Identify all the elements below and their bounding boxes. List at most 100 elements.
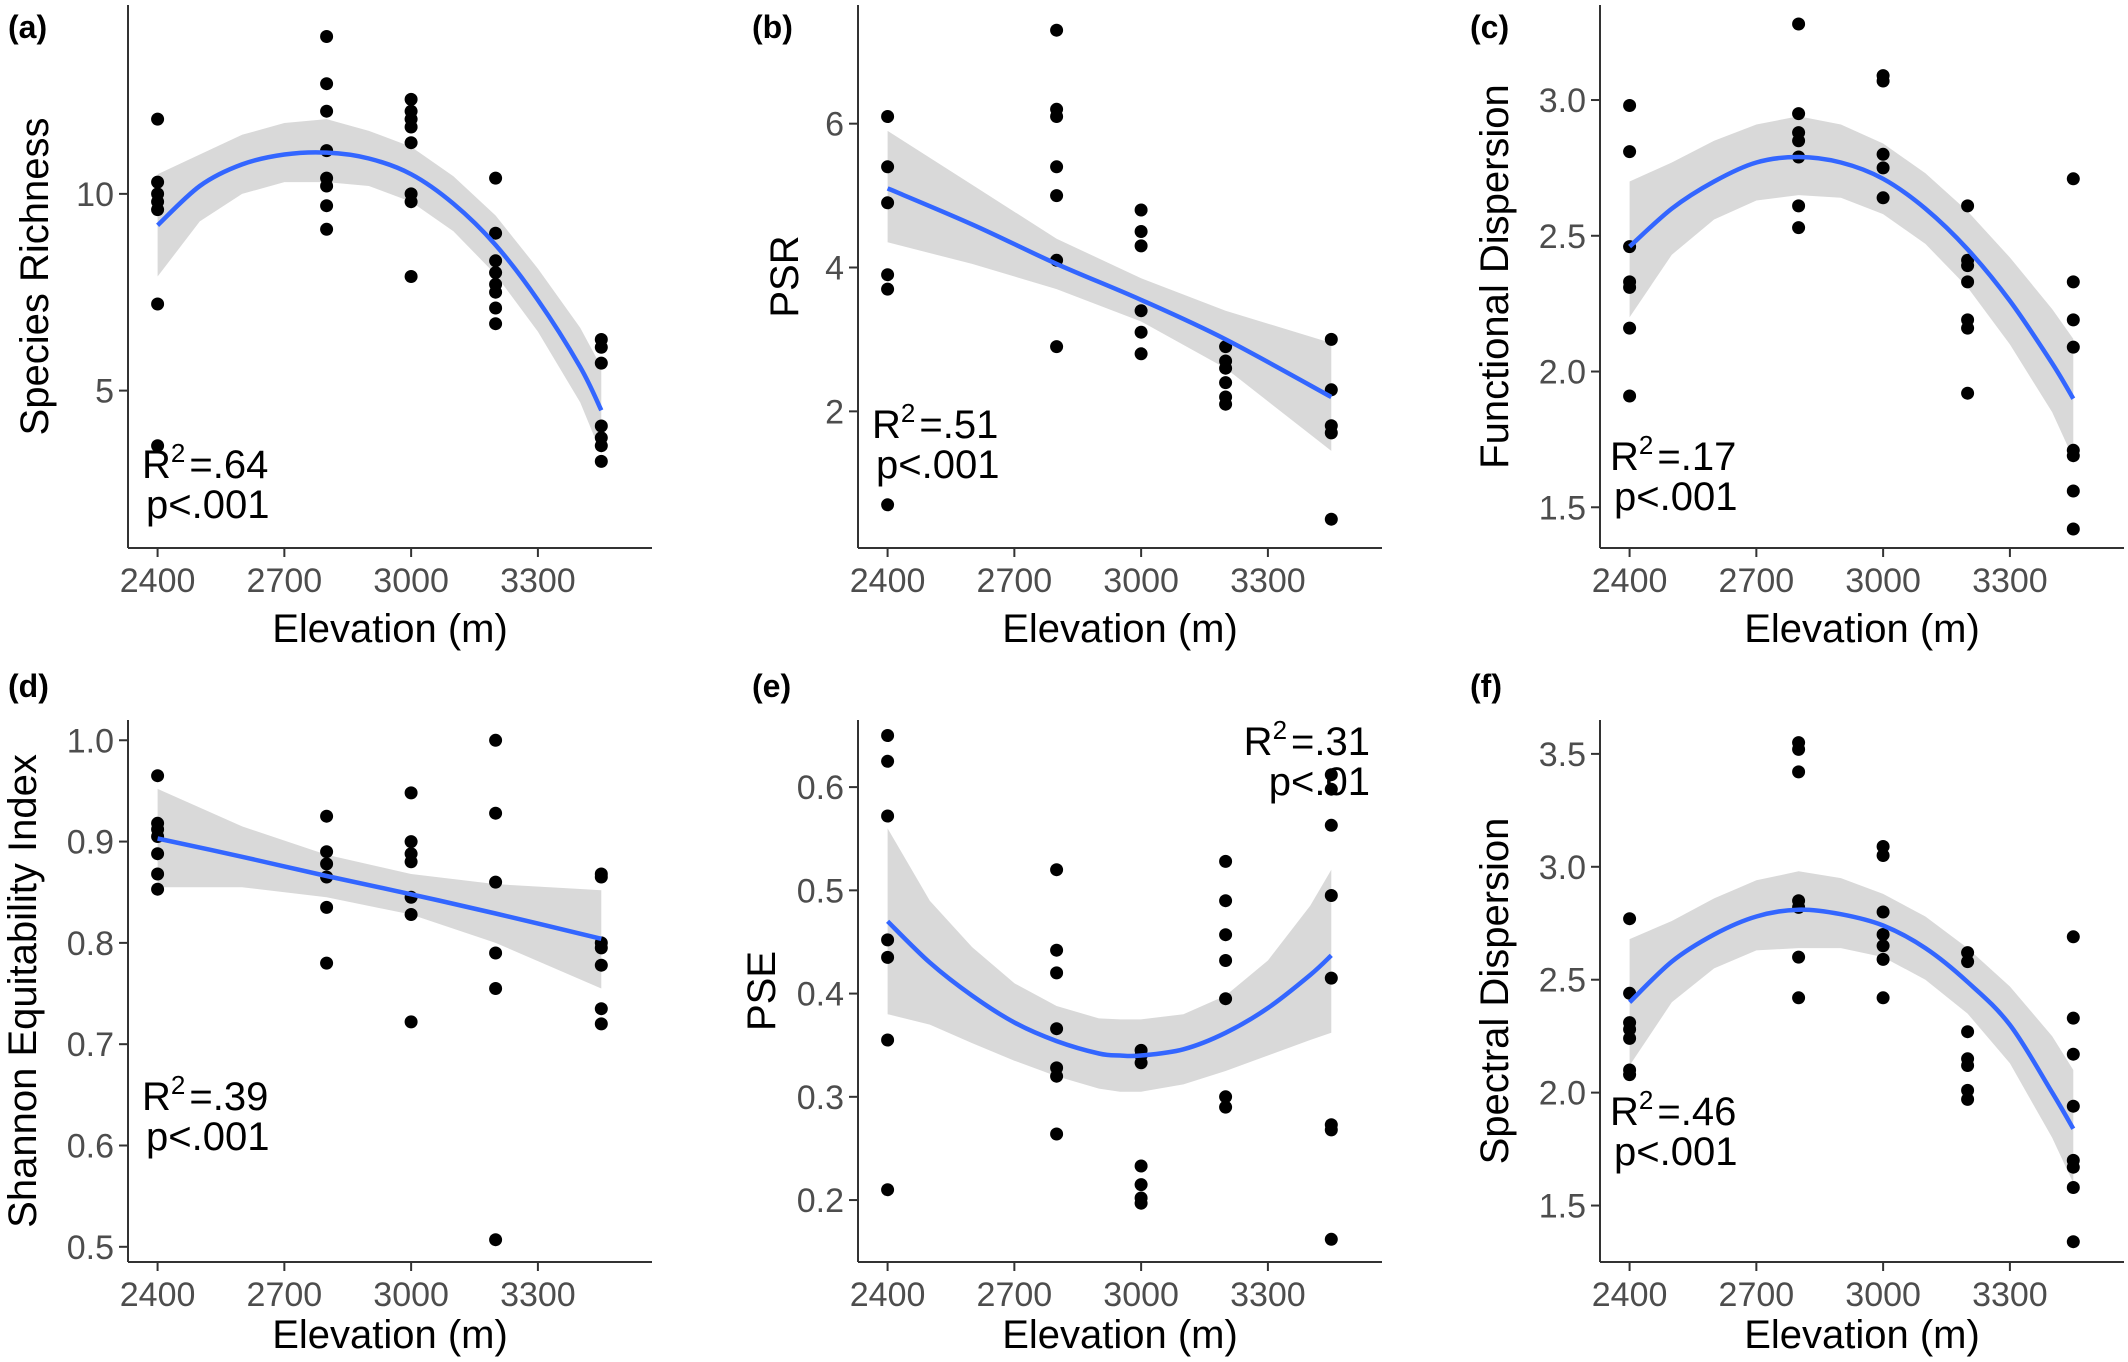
x-tick-label: 3000 [373,1276,449,1314]
panel-c: (c) 2400 2700 3000 3300 1.5 2.0 2.5 3.0 Elevation… [1470,5,2124,651]
data-point [594,439,608,453]
data-point [151,112,165,126]
y-tick-label: 0.3 [797,1079,844,1117]
data-point [1219,361,1233,375]
data-point [881,498,895,512]
y-tick-label: 2.5 [1539,962,1586,1000]
data-point [2066,1047,2080,1061]
data-point [1792,991,1806,1005]
data-point [1219,954,1233,967]
x-tick-label: 3300 [1230,1276,1306,1314]
panel-label: (f) [1470,668,1502,704]
data-point [1324,889,1338,902]
data-point [2066,1181,2080,1194]
data-point [1961,946,1975,960]
fit-line [157,836,602,941]
data-point [1050,1127,1064,1141]
p-value-label: p<.001 [1614,1130,1737,1174]
data-point [404,786,418,800]
p-value-label: p<.001 [1614,475,1737,519]
data-point [1324,768,1338,782]
data-point [1623,1031,1637,1045]
data-point [320,845,334,859]
data-point [1876,840,1890,853]
data-point [881,809,895,823]
x-tick-label: 2700 [247,1276,323,1314]
panel-label: (a) [8,9,47,45]
data-point [1219,397,1233,411]
data-point [1324,512,1338,526]
data-point [1961,1025,1975,1039]
data-point [404,136,418,150]
r-squared-label: R2 =.46 [1610,1085,1736,1134]
data-point [881,1183,895,1197]
data-point [1134,225,1148,238]
data-point [2066,275,2080,289]
r-squared-label: R2 =.39 [142,1070,268,1119]
x-tick-label: 2700 [1719,1276,1795,1314]
data-point [1792,950,1806,964]
fit-line [1628,154,2076,400]
data-point [1961,386,1975,400]
x-tick-label: 3000 [1845,1276,1921,1314]
data-point [1623,99,1637,112]
data-point [881,729,895,742]
data-point [881,110,895,123]
data-point [1792,221,1806,235]
y-tick-label: 0.6 [67,1127,114,1165]
y-tick-label: 0.5 [797,872,844,910]
data-point [1050,189,1064,203]
data-point [489,317,503,331]
data-point [594,941,608,955]
data-points [881,23,1338,526]
data-point [1623,912,1637,926]
data-point [1961,1083,1975,1097]
data-point [1134,239,1148,253]
x-axis-title: Elevation (m) [272,1313,508,1357]
data-point [1876,928,1890,941]
data-point [1050,160,1064,174]
panel-label: (b) [752,9,793,45]
panel-f: (f) 2400 2700 3000 3300 1.5 2.0 2.5 3.0 3.5 Elevat… [1470,668,2124,1357]
data-point [404,195,418,209]
x-axis-title: Elevation (m) [1002,607,1238,651]
y-tick-label: 2.0 [1539,1075,1586,1113]
data-point [404,270,418,283]
x-tick-label: 3300 [500,562,576,600]
y-tick-label: 3.5 [1539,736,1586,774]
data-point [1134,1178,1148,1192]
data-point [489,806,503,820]
panel-label: (c) [1470,9,1509,45]
x-axis-title: Elevation (m) [1744,1313,1980,1357]
x-tick-label: 2400 [120,562,196,600]
data-point [1324,971,1338,985]
data-point [1134,347,1148,361]
data-point [1219,894,1233,908]
data-point [404,1015,418,1029]
r-squared-label: R2 =.31 [1244,715,1370,764]
x-tick-label: 2400 [1592,1276,1668,1314]
y-axis-title: Shannon Equitability Index [1,754,45,1228]
data-point [1134,1196,1148,1210]
data-point [1961,955,1975,969]
data-point [489,733,503,747]
data-point [151,847,165,861]
y-tick-label: 0.5 [67,1229,114,1267]
data-point [1792,742,1806,756]
data-point [1134,1056,1148,1070]
data-point [594,340,608,354]
data-point [2066,484,2080,498]
x-tick-label: 3000 [1845,562,1921,600]
x-tick-label: 3000 [373,562,449,600]
data-point [1961,199,1975,213]
y-tick-label: 0.2 [797,1182,844,1220]
data-point [1792,107,1806,121]
data-point [320,104,334,118]
x-tick-label: 3000 [1103,562,1179,600]
data-point [1219,376,1233,390]
data-point [489,301,503,315]
x-tick-label: 2400 [850,1276,926,1314]
data-point [881,933,895,947]
y-tick-label: 2.5 [1539,218,1586,256]
data-point [881,950,895,964]
